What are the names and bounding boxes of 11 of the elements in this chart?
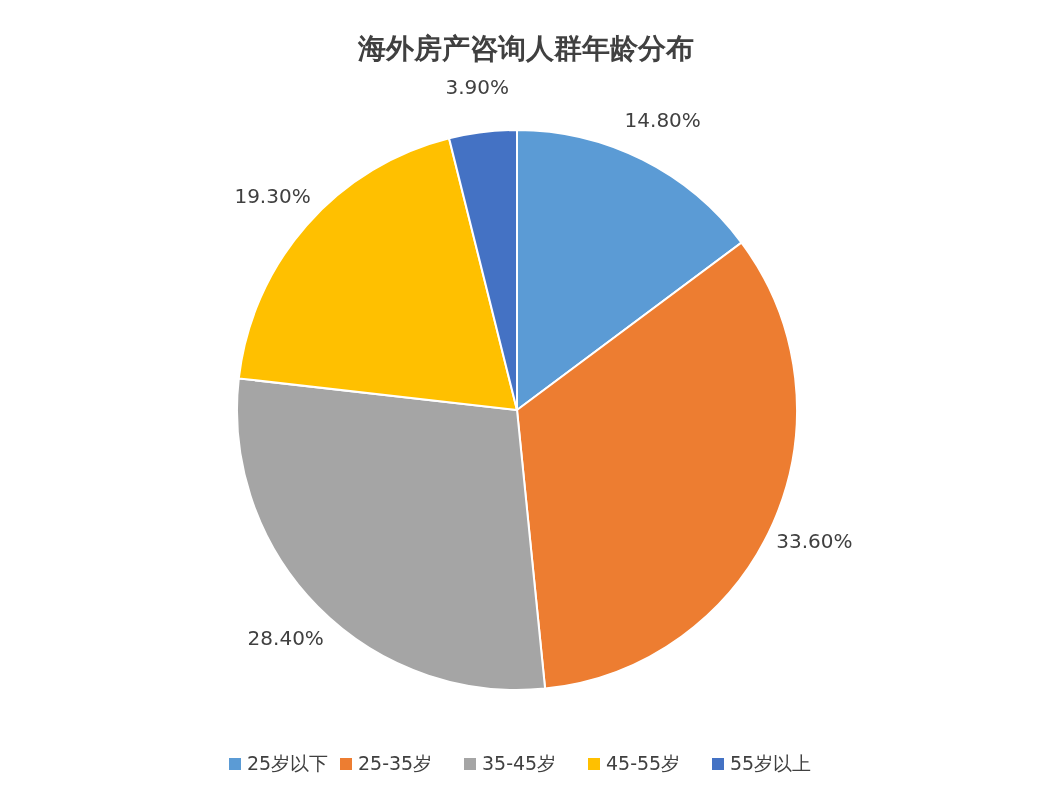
data-label: 14.80% bbox=[624, 107, 701, 132]
chart-title: 海外房产咨询人群年龄分布 bbox=[357, 32, 694, 65]
data-label: 19.30% bbox=[234, 183, 311, 208]
legend-label: 55岁以上 bbox=[730, 752, 812, 774]
legend-label: 35-45岁 bbox=[482, 752, 557, 774]
data-label: 33.60% bbox=[776, 528, 853, 553]
data-label: 3.90% bbox=[445, 75, 510, 100]
legend-label: 25-35岁 bbox=[358, 752, 433, 774]
data-label: 28.40% bbox=[247, 626, 324, 651]
legend-label: 25岁以下 bbox=[247, 752, 329, 774]
legend-label: 45-55岁 bbox=[606, 752, 681, 774]
